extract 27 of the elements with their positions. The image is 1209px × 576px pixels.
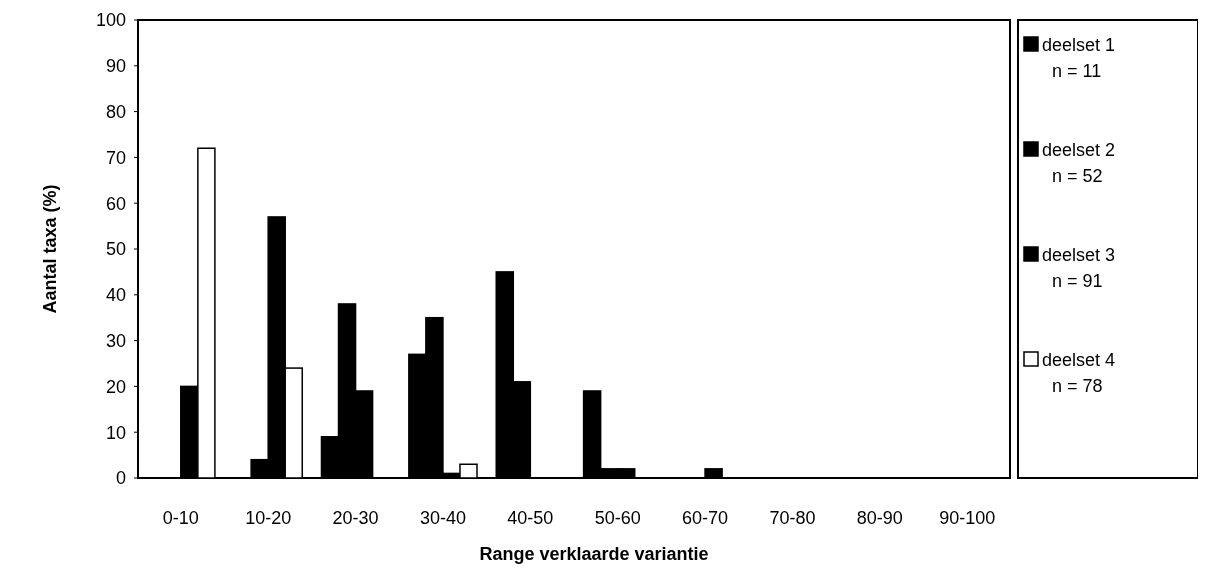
y-tick-label: 60 [105,193,126,214]
y-axis-title: Aantal taxa (%) [40,184,60,314]
x-tick-label: 40-50 [507,508,554,528]
legend-label: deelset 3 n = 91 [1042,245,1116,291]
y-tick-label: 80 [105,101,126,122]
y-tick-label: 70 [105,147,126,168]
y-tick-label: 10 [105,422,126,443]
y-tick-label: 50 [105,239,126,260]
x-tick-label: 0-10 [162,508,199,528]
y-tick-label: 90 [105,56,126,77]
y-tick-label: 20 [105,376,126,397]
x-tick-label: 80-90 [856,508,903,528]
legend-label: deelset 2 n = 52 [1042,140,1116,186]
y-tick-label: 0 [115,468,126,489]
x-axis-title: Range verklaarde variantie [479,544,709,564]
x-tick-label: 20-30 [332,508,379,528]
y-tick-label: 40 [105,285,126,306]
y-tick-label: 100 [95,10,126,31]
x-tick-label: 70-80 [769,508,816,528]
x-tick-label: 30-40 [419,508,466,528]
x-tick-label: 50-60 [594,508,641,528]
x-tick-label: 90-100 [939,508,996,528]
legend-label: deelset 1 n = 11 [1042,35,1116,81]
y-tick-label: 30 [105,330,126,351]
legend-label: deelset 4 n = 78 [1042,350,1116,396]
x-tick-label: 60-70 [682,508,729,528]
x-tick-label: 10-20 [245,508,292,528]
